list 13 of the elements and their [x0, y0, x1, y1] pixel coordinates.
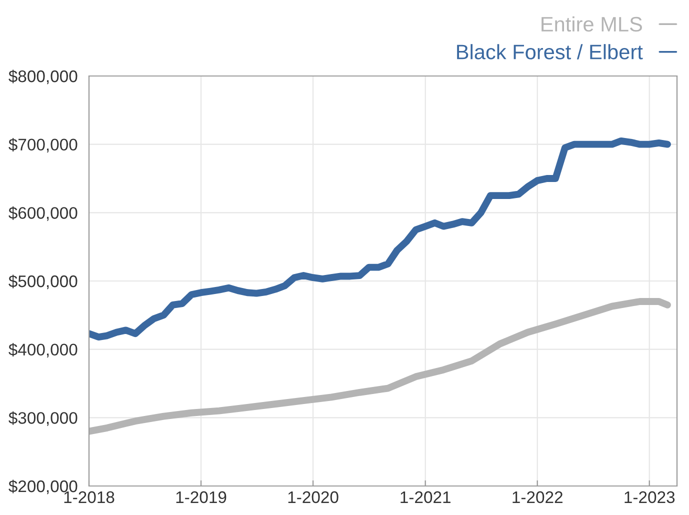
x-tick-label: 1-2023: [624, 491, 675, 504]
x-tick-label: 1-2020: [288, 491, 338, 504]
y-tick-label: $600,000: [8, 206, 78, 221]
x-tick-label: 1-2019: [176, 491, 226, 504]
legend-label: Entire MLS: [542, 16, 642, 32]
y-tick-label: $300,000: [8, 411, 78, 426]
legend-label: Black Forest / Elbert: [457, 44, 643, 60]
y-tick-label: $800,000: [8, 70, 78, 84]
x-tick-label: 1-2021: [400, 491, 450, 504]
y-tick-label: $500,000: [8, 274, 78, 290]
y-tick-label: $400,000: [8, 343, 78, 358]
x-tick-label: 1-2022: [512, 491, 562, 504]
y-tick-label: $700,000: [8, 138, 78, 153]
